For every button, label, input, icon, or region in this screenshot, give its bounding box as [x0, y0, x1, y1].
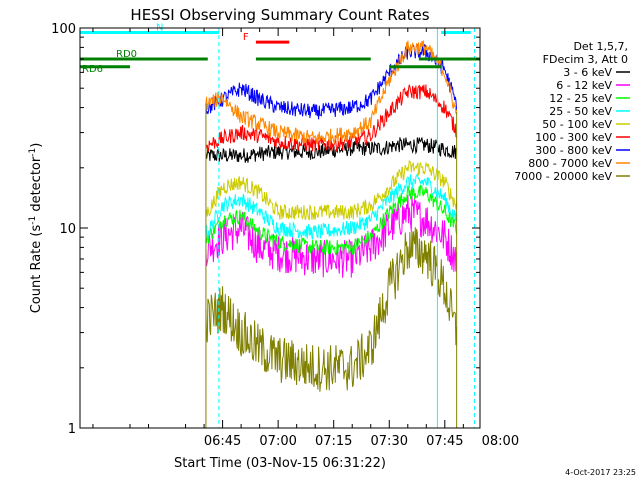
- legend-entry-label: 12 - 25 keV: [549, 92, 612, 105]
- series-line-7: [205, 43, 458, 120]
- x-tick-label: 07:15: [315, 434, 352, 449]
- x-axis-label: Start Time (03-Nov-15 06:31:22): [174, 456, 386, 471]
- flag-label-rd0: RD0: [116, 49, 137, 60]
- series-line-9: [205, 227, 458, 392]
- legend-entry-label: 50 - 100 keV: [542, 118, 612, 131]
- chart-title: HESSI Observing Summary Count Rates: [130, 6, 429, 24]
- series-line-5: [205, 160, 458, 221]
- flag-label-rd6: RD6: [82, 64, 103, 75]
- y-tick-label: 1: [68, 422, 76, 437]
- legend-header-line-2: FDecim 3, Att 0: [543, 53, 628, 66]
- flag-label-f: F: [243, 32, 249, 43]
- y-axis-label-exp1: -1: [28, 216, 38, 225]
- x-tick-label: 07:00: [259, 434, 296, 449]
- x-tick-label: 06:45: [204, 434, 241, 449]
- legend-entry-label: 800 - 7000 keV: [528, 157, 612, 170]
- x-tick-label: 07:45: [426, 434, 463, 449]
- series-line-3: [205, 184, 458, 256]
- series-line-4: [205, 172, 458, 240]
- legend-entry-label: 300 - 800 keV: [535, 144, 612, 157]
- y-axis-label-mid: detector: [29, 156, 44, 216]
- series-line-8: [205, 40, 458, 145]
- series-line-2: [205, 195, 458, 278]
- y-axis-label-exp2: -1: [28, 148, 38, 157]
- footer-timestamp: 4-Oct-2017 23:25: [565, 468, 636, 477]
- legend-entry-label: 6 - 12 keV: [556, 79, 612, 92]
- legend-entry-label: 25 - 50 keV: [549, 105, 612, 118]
- y-axis-label-end: ): [29, 143, 44, 148]
- x-tick-label: 08:00: [482, 434, 519, 449]
- legend-entry-label: 100 - 300 keV: [535, 131, 612, 144]
- legend-entry-label: 3 - 6 keV: [563, 66, 612, 79]
- y-axis-label: Count Rate (s-1 detector-1): [28, 143, 44, 314]
- y-tick-label: 100: [51, 22, 76, 37]
- legend-entry-label: 7000 - 20000 keV: [514, 170, 612, 183]
- y-tick-label: 10: [59, 222, 76, 237]
- y-axis-label-main: Count Rate (s: [29, 225, 44, 314]
- x-tick-label: 07:30: [371, 434, 408, 449]
- legend-header-line-1: Det 1,5,7,: [573, 40, 628, 53]
